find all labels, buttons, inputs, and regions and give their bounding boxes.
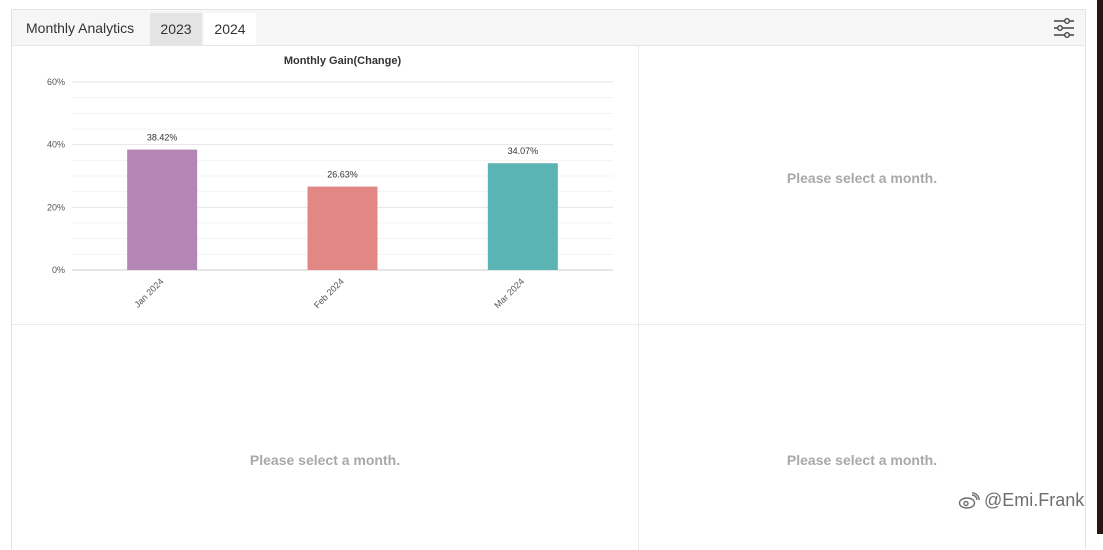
window-edge bbox=[1097, 0, 1103, 534]
tab-2023[interactable]: 2023 bbox=[150, 13, 202, 45]
weibo-icon bbox=[958, 492, 980, 509]
data-label: 26.63% bbox=[327, 170, 358, 180]
bar bbox=[307, 186, 378, 270]
x-tick-label: Jan 2024 bbox=[132, 276, 165, 309]
bar bbox=[127, 149, 198, 270]
analytics-panel: Monthly Analytics 2023 2024 Monthly Gain… bbox=[11, 9, 1086, 550]
bar bbox=[487, 163, 558, 270]
y-tick-label: 20% bbox=[47, 202, 65, 212]
chart-title: Monthly Gain(Change) bbox=[284, 55, 402, 67]
select-month-message: Please select a month. bbox=[786, 170, 938, 186]
watermark: @Emi.Frank bbox=[958, 490, 1084, 511]
y-tick-label: 0% bbox=[52, 265, 65, 275]
data-label: 38.42% bbox=[147, 133, 178, 143]
panel-title: Monthly Analytics bbox=[26, 20, 135, 36]
bottom-left-panel: Please select a month. bbox=[12, 325, 639, 550]
panel-header: Monthly Analytics 2023 2024 bbox=[12, 10, 1085, 46]
select-month-message: Please select a month. bbox=[249, 452, 401, 468]
top-right-panel: Please select a month. bbox=[639, 46, 1085, 325]
tab-2024[interactable]: 2024 bbox=[204, 13, 256, 45]
x-tick-label: Mar 2024 bbox=[492, 276, 526, 310]
data-label: 34.07% bbox=[508, 146, 539, 156]
monthly-gain-chart: Monthly Gain(Change) 0% 20% 40% 60% 38.42% Jan… bbox=[47, 55, 613, 310]
chart-panel: Monthly Gain(Change) 0% 20% 40% 60% 38.42% Jan… bbox=[12, 46, 639, 325]
watermark-text: @Emi.Frank bbox=[984, 490, 1085, 510]
y-tick-label: 60% bbox=[47, 77, 65, 87]
x-tick-label: Feb 2024 bbox=[312, 276, 346, 310]
bottom-right-panel: Please select a month. bbox=[639, 325, 1085, 550]
sliders-icon[interactable] bbox=[1052, 16, 1076, 40]
y-tick-label: 40% bbox=[47, 140, 65, 150]
select-month-message: Please select a month. bbox=[786, 452, 938, 468]
